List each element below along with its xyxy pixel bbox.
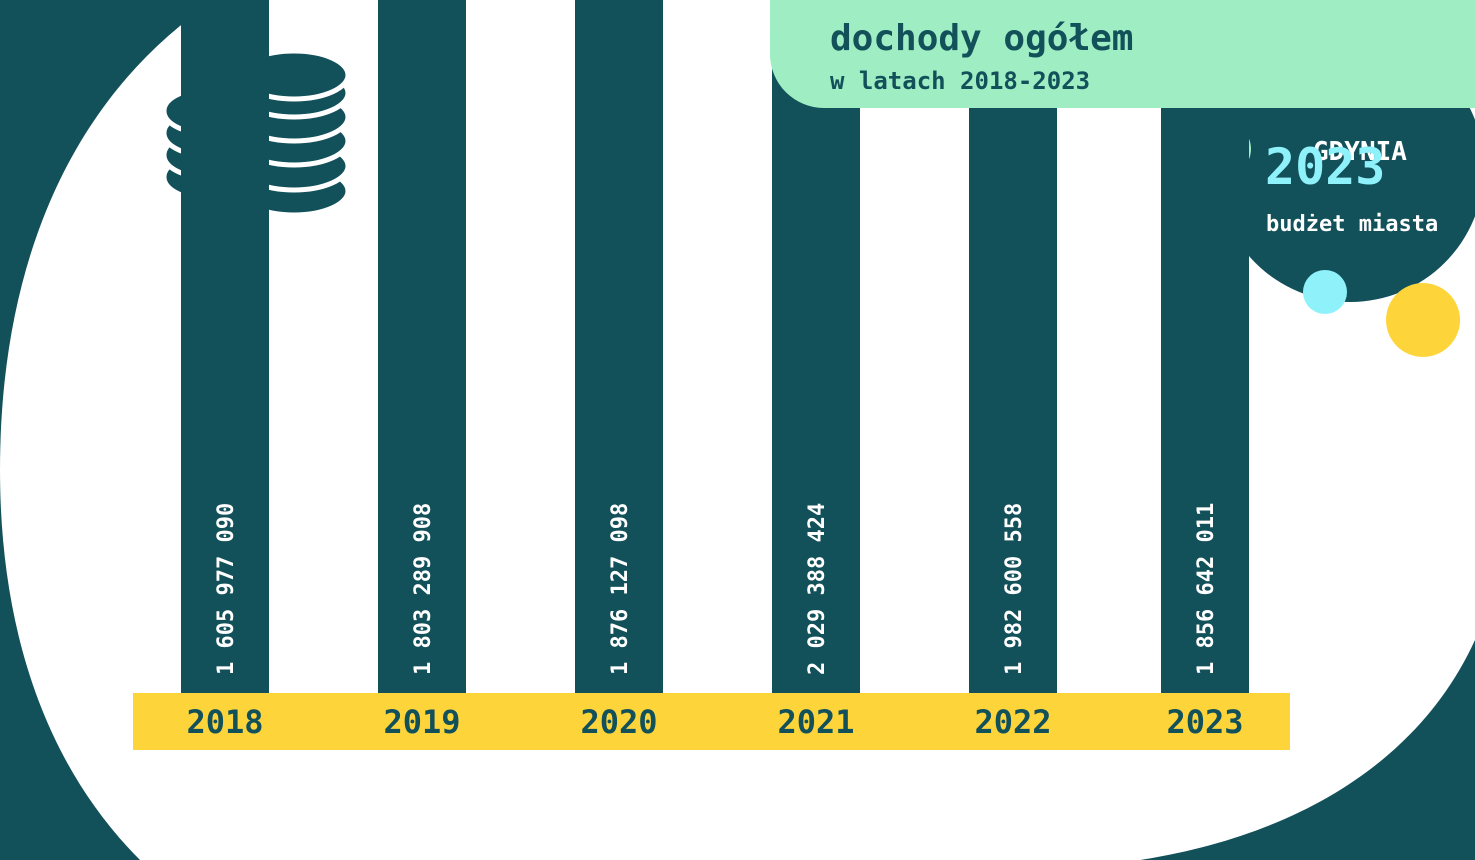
- cyan-dot: [1303, 270, 1347, 314]
- yellow-dot: [1386, 283, 1460, 357]
- x-tick-label: 2021: [777, 703, 854, 741]
- badge-city: GDYNIA: [1313, 137, 1407, 167]
- bar-2023: [1161, 0, 1249, 694]
- bar-value-label: 1 876 127 098: [608, 503, 633, 675]
- bar-value-label: 1 605 977 090: [214, 503, 239, 675]
- bar-2022: [969, 0, 1057, 694]
- bar-2019: [378, 0, 466, 694]
- bar-value-label: 1 982 600 558: [1002, 503, 1027, 675]
- chart-title: dochody ogółem: [830, 18, 1134, 59]
- bar-2018: [181, 0, 269, 693]
- x-tick-label: 2023: [1166, 703, 1243, 741]
- x-tick-label: 2022: [974, 703, 1051, 741]
- title-band: [770, 0, 1475, 108]
- bar-2020: [575, 0, 663, 693]
- chart-subtitle: w latach 2018-2023: [830, 67, 1091, 95]
- badge-label: budżet miasta: [1266, 212, 1439, 237]
- x-axis-labels: 2018 2019 2020 2021 2022 2023: [186, 703, 1243, 741]
- x-tick-label: 2019: [383, 703, 460, 741]
- x-axis-band: [133, 693, 1290, 750]
- x-tick-label: 2020: [580, 703, 657, 741]
- badge-year: 2023: [1265, 138, 1386, 196]
- bar-value-label: 1 856 642 011: [1194, 503, 1219, 675]
- x-tick-label: 2018: [186, 703, 263, 741]
- bar-value-label: 2 029 388 424: [805, 503, 830, 675]
- bar-series: 1 605 977 090 1 803 289 908 1 876 127 098 2…: [181, 0, 1249, 694]
- bar-2021: [772, 0, 860, 693]
- bar-value-label: 1 803 289 908: [411, 503, 436, 675]
